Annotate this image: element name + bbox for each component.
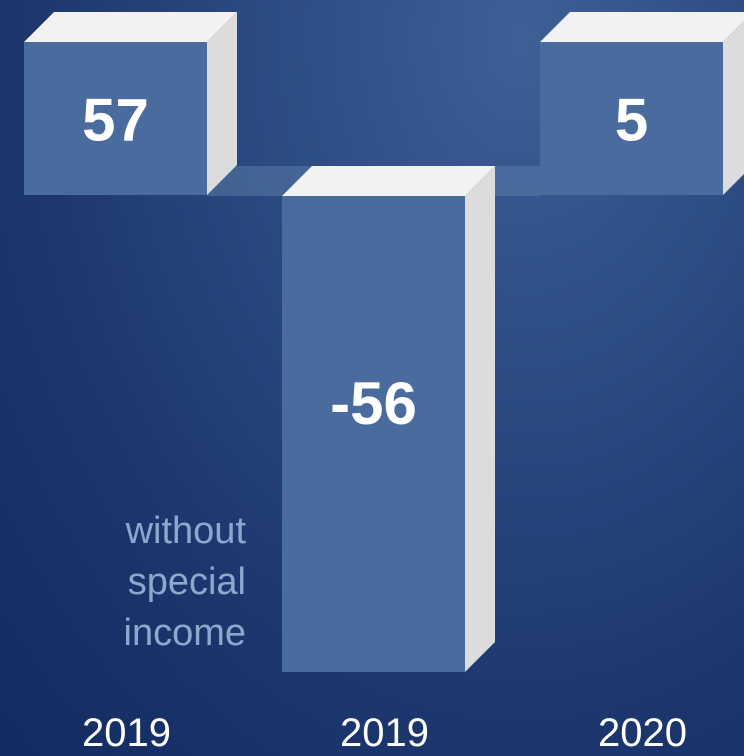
value-labels: 57 -56 5 [82,87,648,438]
bar-top-face [282,166,495,196]
bar-front-face [24,42,207,195]
bar-top-face [540,12,744,42]
bar-0-2019 [24,12,237,195]
x-tick-label-0: 2019 [82,711,171,755]
bar-1-2019 [282,166,495,672]
bar-side-face [207,12,237,195]
bar-2-2020 [540,12,744,195]
bar-front-face [282,196,465,672]
value-label-2: 5 [615,87,648,154]
bars [24,12,744,672]
bar-side-face [723,21,744,195]
bar-front-face [540,42,723,195]
value-label-0: 57 [82,87,149,154]
value-label-1: -56 [330,370,417,437]
x-tick-label-2: 2020 [598,711,687,755]
bar-side-face [465,166,495,672]
connector-2 [495,166,540,196]
bar-top-face [24,12,237,42]
x-axis: 2019 2019 2020 [82,711,687,755]
x-tick-label-1: 2019 [340,711,429,755]
connectors [207,166,540,196]
annotation-without-special-income: without special income [124,510,247,654]
